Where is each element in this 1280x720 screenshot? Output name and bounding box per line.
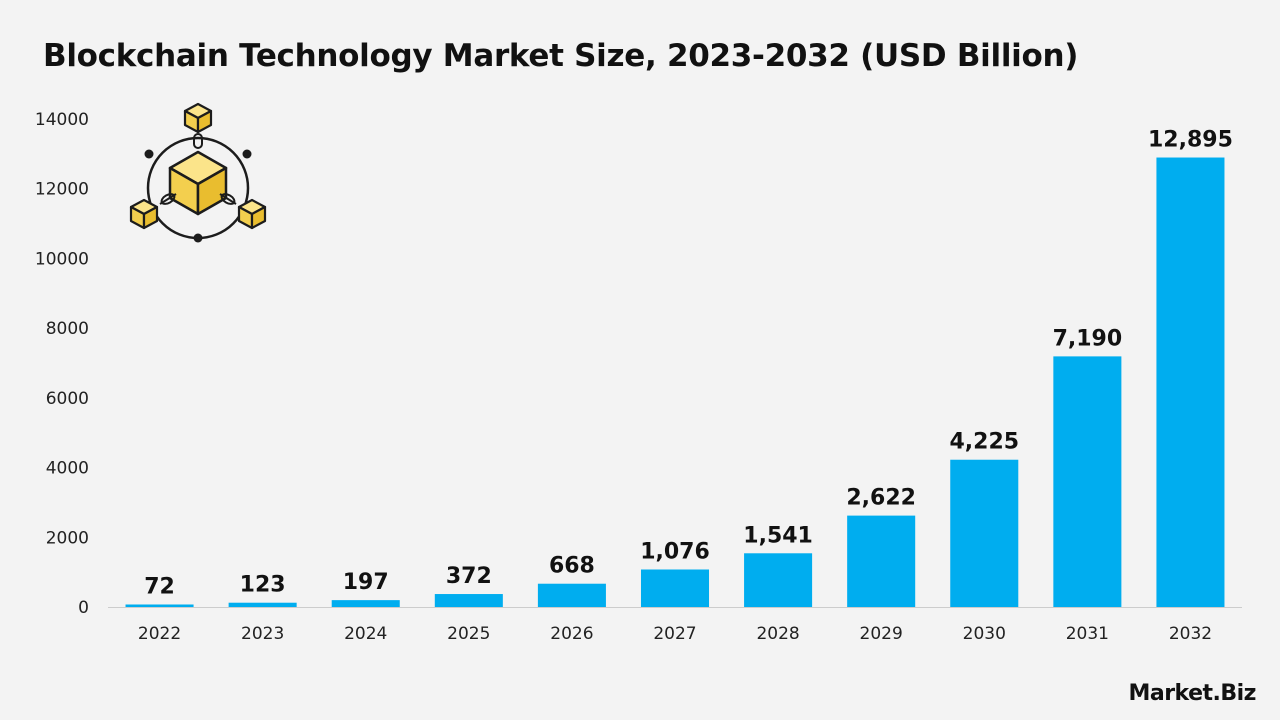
y-tick-label: 0 bbox=[78, 598, 89, 618]
value-label-2025: 372 bbox=[446, 564, 492, 589]
x-tick-label-2030: 2030 bbox=[963, 624, 1006, 644]
value-label-2028: 1,541 bbox=[743, 523, 813, 548]
bar-2025 bbox=[434, 594, 503, 607]
x-tick-label-2031: 2031 bbox=[1066, 624, 1109, 644]
bar-2032 bbox=[1156, 157, 1225, 607]
page-title: Blockchain Technology Market Size, 2023-… bbox=[43, 38, 1079, 74]
bar-2028 bbox=[744, 553, 813, 607]
y-tick-label: 6000 bbox=[46, 389, 89, 409]
bar-2026 bbox=[537, 583, 606, 607]
value-label-2022: 72 bbox=[144, 574, 175, 599]
bar-2022 bbox=[125, 604, 194, 607]
x-tick-label-2027: 2027 bbox=[653, 624, 696, 644]
x-tick-label-2029: 2029 bbox=[860, 624, 903, 644]
y-tick-label: 4000 bbox=[46, 459, 89, 479]
x-axis: 2022 2023 2024 2025 2026 2027 2028 2029 2030 2031… bbox=[138, 624, 1212, 644]
value-label-2026: 668 bbox=[549, 554, 595, 579]
x-tick-label-2028: 2028 bbox=[756, 624, 799, 644]
value-label-2023: 123 bbox=[240, 573, 286, 598]
x-tick-label-2026: 2026 bbox=[550, 624, 593, 644]
logo-text: Market.Biz bbox=[1128, 681, 1256, 706]
bar-2027 bbox=[640, 569, 710, 607]
bar-2023 bbox=[228, 602, 297, 607]
value-labels: 72 123 197 372 668 1,076 1,541 2,622 4,225 7,190 1… bbox=[144, 128, 1233, 600]
value-label-2029: 2,622 bbox=[846, 486, 916, 511]
value-label-2031: 7,190 bbox=[1053, 326, 1123, 351]
x-tick-label-2032: 2032 bbox=[1169, 624, 1212, 644]
x-tick-label-2023: 2023 bbox=[241, 624, 284, 644]
y-axis: 0 2000 4000 6000 8000 10000 12000 14000 bbox=[35, 110, 89, 618]
bar-2029 bbox=[847, 515, 916, 607]
bar-2024 bbox=[331, 600, 400, 607]
y-tick-label: 10000 bbox=[35, 249, 89, 269]
x-tick-label-2025: 2025 bbox=[447, 624, 490, 644]
marketbiz-logo: Market.Biz bbox=[1128, 681, 1256, 706]
x-tick-label-2024: 2024 bbox=[344, 624, 387, 644]
y-tick-label: 2000 bbox=[46, 528, 89, 548]
bars bbox=[125, 157, 1225, 607]
blockchain-cube-icon bbox=[129, 102, 267, 243]
bar-2030 bbox=[950, 459, 1019, 607]
bar-2031 bbox=[1053, 356, 1122, 607]
x-tick-label-2022: 2022 bbox=[138, 624, 181, 644]
y-tick-label: 8000 bbox=[46, 319, 89, 339]
value-label-2030: 4,225 bbox=[949, 430, 1019, 455]
y-tick-label: 12000 bbox=[35, 180, 89, 200]
value-label-2027: 1,076 bbox=[640, 539, 710, 564]
y-tick-label: 14000 bbox=[35, 110, 89, 130]
value-label-2024: 197 bbox=[343, 570, 389, 595]
value-label-2032: 12,895 bbox=[1148, 128, 1233, 153]
